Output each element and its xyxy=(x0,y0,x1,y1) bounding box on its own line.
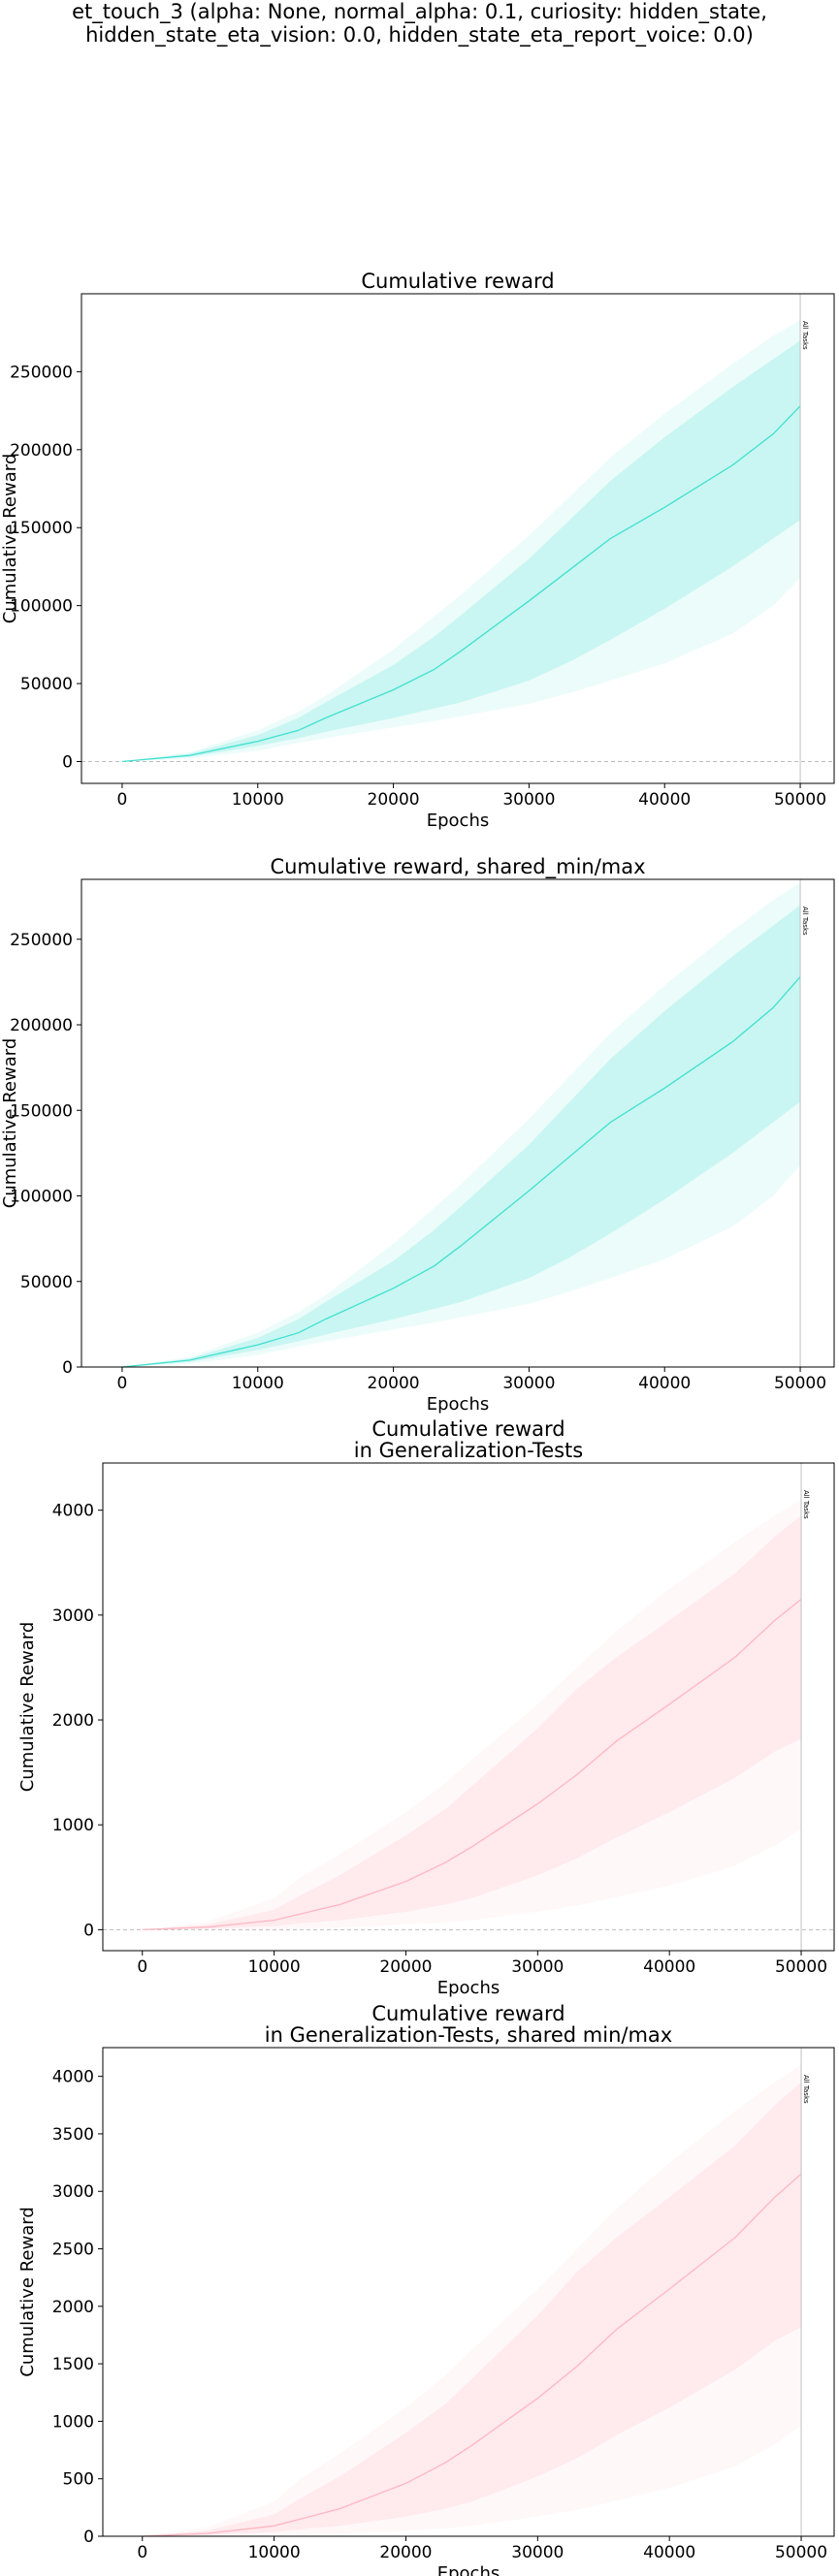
y-tick-label: 4000 xyxy=(52,2068,94,2087)
x-tick-label: 30000 xyxy=(511,2543,564,2562)
y-tick-label: 250000 xyxy=(10,931,73,950)
marker-label: All Tasks xyxy=(802,1490,810,1519)
x-tick-label: 30000 xyxy=(511,1957,564,1977)
x-tick-label: 40000 xyxy=(638,1374,691,1393)
x-axis-label: Epochs xyxy=(437,2563,500,2576)
y-axis-label: Cumulative Reward xyxy=(17,1622,38,1793)
y-tick-label: 2000 xyxy=(52,2298,94,2317)
y-tick-label: 1500 xyxy=(52,2355,94,2374)
chart-title: Cumulative reward xyxy=(371,1417,565,1441)
x-tick-label: 0 xyxy=(137,2543,147,2562)
x-tick-label: 40000 xyxy=(638,790,691,810)
y-tick-label: 1000 xyxy=(52,2412,94,2432)
y-tick-label: 2500 xyxy=(52,2241,94,2260)
y-tick-label: 250000 xyxy=(10,363,73,382)
y-axis-label: Cumulative Reward xyxy=(17,2207,38,2377)
chart-1: Cumulative reward All Tasks 0 10000 20000 300… xyxy=(0,270,835,831)
minmax-band xyxy=(142,2064,802,2536)
marker-label: All Tasks xyxy=(801,906,809,936)
y-tick-label: 0 xyxy=(83,2528,94,2547)
figure-suptitle: et_touch_3 (alpha: None, normal_alpha: 0… xyxy=(0,0,839,47)
y-tick-label: 4000 xyxy=(52,1502,94,1521)
x-tick-label: 30000 xyxy=(502,790,555,810)
plot-frame xyxy=(102,2047,835,2537)
minmax-band xyxy=(121,320,800,762)
mean-line xyxy=(142,2173,802,2537)
y-tick-label: 3500 xyxy=(52,2125,94,2145)
y-tick-label: 2000 xyxy=(52,1711,94,1731)
chart-title: Cumulative reward xyxy=(371,2002,565,2025)
x-tick-label: 20000 xyxy=(368,1374,420,1393)
y-tick-label: 0 xyxy=(62,752,73,772)
x-axis-label: Epochs xyxy=(427,811,490,831)
x-tick-label: 50000 xyxy=(774,790,826,810)
chart-title: Cumulative reward, shared_min/max xyxy=(270,855,645,879)
x-tick-label: 10000 xyxy=(232,1374,284,1393)
suptitle-line-2: hidden_state_eta_vision: 0.0, hidden_sta… xyxy=(85,23,754,47)
x-tick-label: 50000 xyxy=(775,1957,827,1977)
marker-label: All Tasks xyxy=(802,2075,810,2104)
x-tick-label: 20000 xyxy=(379,2543,432,2562)
plot-frame xyxy=(102,1462,835,1952)
x-tick-label: 0 xyxy=(117,1374,128,1393)
y-axis-label: Cumulative Reward xyxy=(0,454,20,624)
mean-line xyxy=(142,1599,802,1931)
mean-line xyxy=(121,976,801,1368)
y-tick-label: 500 xyxy=(63,2470,94,2490)
y-tick-label: 3000 xyxy=(52,1606,94,1626)
chart-2: Cumulative reward, shared_min/max All Tas… xyxy=(0,855,835,1415)
y-tick-label: 200000 xyxy=(10,1016,73,1035)
x-tick-label: 10000 xyxy=(248,2543,301,2562)
std-band xyxy=(142,1515,802,1930)
mean-line xyxy=(121,405,801,763)
x-tick-label: 10000 xyxy=(232,790,284,810)
y-tick-label: 200000 xyxy=(10,441,73,461)
std-band xyxy=(121,905,800,1367)
y-tick-label: 150000 xyxy=(10,1101,73,1121)
chart-title: in Generalization-Tests, shared min/max xyxy=(265,2023,672,2047)
x-tick-label: 50000 xyxy=(774,1374,826,1393)
y-tick-label: 100000 xyxy=(10,1188,73,1207)
y-tick-label: 50000 xyxy=(20,675,73,694)
plot-frame xyxy=(81,878,835,1368)
x-tick-label: 10000 xyxy=(248,1957,301,1977)
y-tick-label: 150000 xyxy=(10,519,73,538)
x-tick-label: 50000 xyxy=(775,2543,827,2562)
marker-label: All Tasks xyxy=(801,321,809,350)
minmax-band xyxy=(142,1499,802,1930)
x-tick-label: 30000 xyxy=(502,1374,555,1393)
x-tick-label: 20000 xyxy=(379,1957,432,1977)
chart-title: in Generalization-Tests xyxy=(354,1439,583,1462)
x-axis-label: Epochs xyxy=(437,1978,500,1998)
y-tick-label: 100000 xyxy=(10,597,73,617)
y-tick-label: 50000 xyxy=(20,1273,73,1292)
x-tick-label: 40000 xyxy=(643,1957,695,1977)
x-tick-label: 0 xyxy=(117,790,128,810)
minmax-band xyxy=(121,882,800,1367)
y-tick-label: 1000 xyxy=(52,1816,94,1835)
std-band xyxy=(142,2082,802,2536)
suptitle-line-1: et_touch_3 (alpha: None, normal_alpha: 0… xyxy=(72,0,767,23)
chart-title: Cumulative reward xyxy=(361,270,554,293)
y-tick-label: 0 xyxy=(62,1358,73,1378)
x-tick-label: 0 xyxy=(137,1957,147,1977)
y-tick-label: 3000 xyxy=(52,2182,94,2202)
x-tick-label: 40000 xyxy=(643,2543,695,2562)
std-band xyxy=(121,340,800,762)
x-tick-label: 20000 xyxy=(368,790,420,810)
y-tick-label: 0 xyxy=(83,1921,94,1940)
x-axis-label: Epochs xyxy=(427,1394,490,1415)
y-axis-label: Cumulative Reward xyxy=(0,1038,20,1209)
plot-frame xyxy=(81,293,835,784)
